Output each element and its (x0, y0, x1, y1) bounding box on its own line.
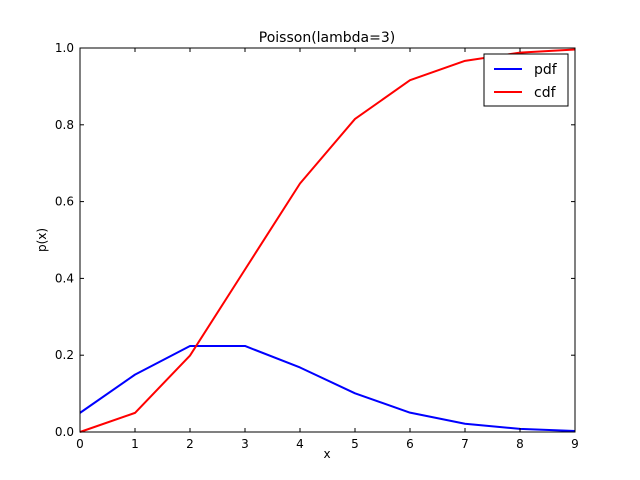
y-tick-label: 0.8 (55, 118, 74, 132)
tick-labels-layer: 0 1 2 3 4 5 6 7 8 9 0.0 0.2 0.4 0.6 0.8 1.0 (55, 41, 579, 451)
plot-area (80, 48, 575, 432)
x-tick-label: 4 (296, 437, 304, 451)
legend-box (483, 53, 569, 107)
plot-frame (79, 47, 576, 433)
y-axis-label: p(x) (35, 228, 49, 252)
x-tick-label: 9 (571, 437, 579, 451)
x-tick-label: 7 (461, 437, 469, 451)
legend-label-pdf: pdf (534, 62, 558, 78)
ticks-layer (79, 47, 576, 433)
legend: pdf cdf (483, 53, 569, 107)
chart-title: Poisson(lambda=3) (259, 30, 395, 46)
y-tick-label: 0.4 (55, 271, 74, 285)
y-tick-label: 0.6 (55, 195, 74, 209)
x-tick-label: 5 (351, 437, 359, 451)
y-tick-label: 0.0 (55, 425, 74, 439)
y-tick-label: 0.2 (55, 348, 74, 362)
series-line-pdf (79, 344, 576, 432)
x-tick-label: 1 (131, 437, 139, 451)
x-tick-label: 2 (186, 437, 194, 451)
x-tick-label: 0 (76, 437, 84, 451)
x-axis-label: x (323, 447, 330, 461)
x-tick-label: 3 (241, 437, 249, 451)
x-tick-label: 6 (406, 437, 414, 451)
x-tick-label: 8 (516, 437, 524, 451)
legend-label-cdf: cdf (534, 85, 557, 101)
y-tick-label: 1.0 (55, 41, 74, 55)
